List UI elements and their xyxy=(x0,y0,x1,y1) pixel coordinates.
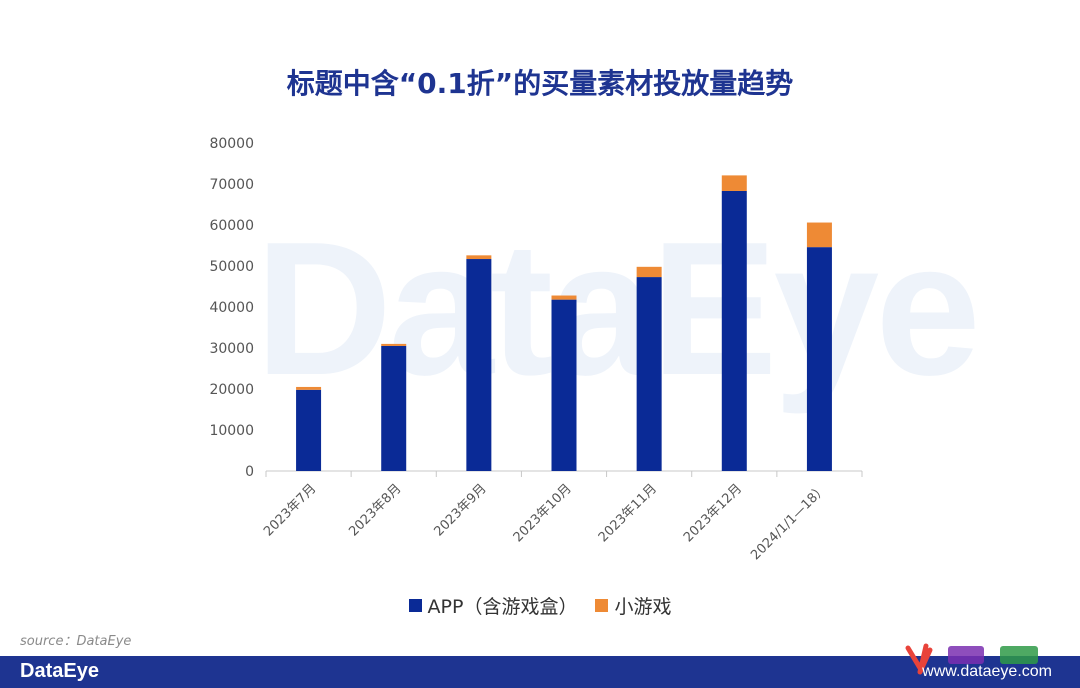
legend-item-mini-game: 小游戏 xyxy=(595,592,671,619)
bar-mini-game-segment xyxy=(551,295,577,300)
y-tick-label: 10000 xyxy=(209,423,254,439)
stacked-bar-chart: 0 10000 20000 30000 40000 50000 60000 70000 8000… xyxy=(209,136,863,563)
bar-app-segment xyxy=(636,277,662,471)
bar-mini-game-segment xyxy=(636,266,662,278)
watermark-logo-icon xyxy=(905,643,1038,675)
source-note: source：DataEye xyxy=(20,634,132,649)
x-tick-label: 2023年8月 xyxy=(346,481,404,539)
legend-label-mini-game: 小游戏 xyxy=(614,596,672,618)
bar-app-segment xyxy=(806,247,832,471)
chart-legend: APP（含游戏盒） 小游戏 xyxy=(0,592,1080,619)
dataeye-watermark: DataEye xyxy=(255,203,981,415)
bar-mini-game-segment xyxy=(466,255,492,260)
y-tick-label: 50000 xyxy=(209,259,254,275)
y-tick-label: 40000 xyxy=(209,300,254,316)
x-tick-label: 2023年7月 xyxy=(261,481,319,539)
footer-brand-logo: DataEye xyxy=(20,660,99,682)
bar-app-segment xyxy=(721,190,747,471)
bar-app-segment xyxy=(296,389,322,471)
footer-site-url: www.dataeye.com xyxy=(922,663,1052,680)
bar-app-segment xyxy=(381,345,407,471)
legend-swatch-mini-game xyxy=(595,599,609,612)
bar-mini-game-segment xyxy=(296,386,322,390)
y-tick-label: 30000 xyxy=(209,341,254,357)
bar-mini-game-segment xyxy=(806,222,832,248)
x-tick-label: 2023年9月 xyxy=(431,481,489,539)
bar-mini-game-segment xyxy=(381,343,407,346)
chart-title: 标题中含“0.1折”的买量素材投放量趋势 xyxy=(286,67,794,100)
footer-bar: DataEye www.dataeye.com xyxy=(0,643,1080,688)
y-tick-label: 70000 xyxy=(209,177,254,193)
x-tick-label: 2023年12月 xyxy=(681,481,745,545)
x-tick-label: 2023年11月 xyxy=(596,481,660,545)
legend-item-app: APP（含游戏盒） xyxy=(408,592,578,619)
bar-app-segment xyxy=(466,259,492,471)
y-tick-label: 20000 xyxy=(209,382,254,398)
x-tick-label: 2024/1/1—18） xyxy=(748,481,830,563)
x-tick-label: 2023年10月 xyxy=(511,481,575,545)
legend-label-app: APP（含游戏盒） xyxy=(427,596,578,618)
bar-app-segment xyxy=(551,299,577,471)
y-tick-label: 0 xyxy=(245,464,254,480)
legend-swatch-app xyxy=(408,599,422,612)
bar-mini-game-segment xyxy=(721,175,747,191)
y-tick-label: 80000 xyxy=(209,136,254,152)
y-tick-label: 60000 xyxy=(209,218,254,234)
